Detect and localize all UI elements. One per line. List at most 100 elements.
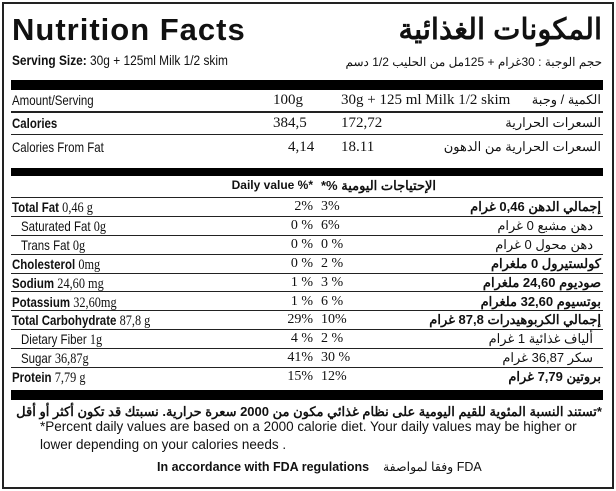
nutrient-arabic: سكر 36,87 غرام bbox=[502, 350, 593, 366]
nutrient-row: Saturated Fat 0g 0 % 6% دهن مشبع 0 غرام bbox=[11, 217, 603, 236]
nutrient-row: Sodium 24,60 mg 1 % 3 % صوديوم 24,60 ملغ… bbox=[11, 274, 603, 293]
nutrient-name: Trans Fat bbox=[21, 236, 70, 253]
nutrient-label: Saturated Fat 0g bbox=[21, 218, 106, 236]
nutrient-row: Cholesterol 0mg 0 % 2 % كولستيرول 0 ملغر… bbox=[11, 255, 603, 274]
nutrient-row: Sugar 36,87g 41% 30 % سكر 36,87 غرام bbox=[11, 349, 603, 369]
calories-fat-col1: 4,14 bbox=[288, 139, 315, 155]
daily-value-arabic: الإحتياجات اليومية %* bbox=[321, 178, 437, 193]
header-arabic: الكمية / وجبة bbox=[531, 92, 601, 107]
footnote: *Percent daily values are based on a 200… bbox=[40, 419, 577, 452]
nutrient-percent-100g: 1 % bbox=[290, 274, 313, 290]
nutrient-label: Protein 7,79 g bbox=[12, 369, 85, 387]
nutrient-value: 0g bbox=[93, 218, 107, 235]
nutrient-arabic: إجمالي الدهن 0,46 غرام bbox=[470, 199, 601, 214]
nutrient-arabic: صوديوم 24,60 ملغرام bbox=[482, 274, 601, 290]
nutrient-percent-serving: 6% bbox=[321, 217, 340, 233]
nutrient-percent-serving: 10% bbox=[321, 312, 347, 328]
header-col1: 100g bbox=[273, 92, 303, 108]
nutrient-row: Potassium 32,60mg 1 % 6 % بوتسيوم 32,60 … bbox=[11, 293, 603, 312]
nutrient-name: Saturated Fat bbox=[21, 217, 91, 234]
nutrient-percent-100g: 0 % bbox=[290, 236, 313, 252]
nutrient-arabic: إجمالي الكربوهيدرات 87,8 غرام bbox=[429, 312, 601, 328]
nutrient-row: Total Carbohydrate 87,8 g 29% 10% إجمالي… bbox=[11, 311, 603, 331]
nutrient-label: Trans Fat 0g bbox=[21, 237, 85, 255]
fda-note: In accordance with FDA regulations وفقا … bbox=[157, 459, 482, 474]
nutrient-label: Sugar 36,87g bbox=[21, 350, 89, 368]
nutrient-name: Protein bbox=[12, 369, 52, 386]
calories-row: Calories 384,5 172,72 السعرات الحرارية bbox=[11, 113, 603, 135]
nutrient-label: Potassium 32,60mg bbox=[12, 294, 117, 312]
calories-col1: 384,5 bbox=[273, 115, 307, 131]
serving-label: Serving Size: bbox=[12, 52, 87, 68]
nutrient-arabic: دهن مشبع 0 غرام bbox=[497, 217, 593, 233]
nutrient-percent-serving: 2 % bbox=[321, 331, 344, 347]
nutrient-percent-100g: 15% bbox=[287, 369, 313, 385]
fda-arabic: وفقا لمواصفة FDA bbox=[382, 460, 482, 474]
nutrient-arabic: ألياف غذائية 1 غرام bbox=[488, 331, 593, 347]
nutrient-value: 0mg bbox=[78, 256, 101, 273]
nutrient-row: Protein 7,79 g 15% 12% بروتين 7,79 غرام bbox=[11, 368, 603, 387]
nutrient-name: Total Fat bbox=[12, 199, 59, 215]
nutrient-percent-serving: 2 % bbox=[321, 255, 344, 271]
nutrient-label: Sodium 24,60 mg bbox=[12, 275, 104, 293]
header-label: Amount/Serving bbox=[12, 92, 94, 108]
nutrient-percent-serving: 6 % bbox=[321, 293, 344, 309]
nutrient-name: Sodium bbox=[12, 274, 55, 291]
daily-value-label: Daily value %* bbox=[231, 178, 313, 192]
nutrient-value: 36,87g bbox=[54, 351, 89, 368]
nutrient-name: Total Carbohydrate bbox=[12, 312, 117, 329]
nutrient-value: 1g bbox=[89, 332, 103, 349]
nutrient-percent-100g: 4 % bbox=[290, 331, 313, 347]
calories-fat-arabic: السعرات الحرارية من الدهون bbox=[443, 139, 601, 154]
serving-size: Serving Size: 30g + 125ml Milk 1/2 skim bbox=[12, 52, 228, 68]
nutrient-percent-100g: 29% bbox=[287, 312, 313, 328]
nutrient-value: 0,46 g bbox=[62, 200, 93, 216]
nutrient-percent-100g: 0 % bbox=[290, 217, 313, 233]
nutrient-percent-serving: 30 % bbox=[321, 350, 351, 366]
nutrient-label: Cholesterol 0mg bbox=[12, 256, 100, 274]
nutrient-name: Potassium bbox=[12, 293, 71, 310]
nutrient-label: Total Fat 0,46 g bbox=[12, 199, 93, 217]
nutrient-value: 24,60 mg bbox=[57, 275, 104, 292]
nutrient-percent-serving: 3 % bbox=[321, 274, 344, 290]
nutrient-percent-100g: 41% bbox=[287, 350, 313, 366]
serving-size-arabic: حجم الوجبة : 30غرام + 125مل من الحليب 1/… bbox=[345, 55, 603, 69]
title: Nutrition Facts bbox=[12, 12, 246, 47]
nutrient-name: Dietary Fiber bbox=[21, 331, 87, 348]
calories-fat-label: Calories From Fat bbox=[12, 139, 104, 155]
nutrient-percent-100g: 1 % bbox=[290, 293, 313, 309]
nutrient-arabic: بروتين 7,79 غرام bbox=[508, 369, 601, 385]
daily-value-row: Daily value %* الإحتياجات اليومية %* bbox=[11, 176, 603, 198]
nutrient-row: Trans Fat 0g 0 % 0 % دهن محول 0 غرام bbox=[11, 236, 603, 255]
calories-fat-col2: 18.11 bbox=[341, 139, 375, 155]
nutrient-row: Dietary Fiber 1g 4 % 2 % ألياف غذائية 1 … bbox=[11, 330, 603, 350]
nutrient-name: Sugar bbox=[21, 350, 52, 367]
calories-arabic: السعرات الحرارية bbox=[505, 115, 601, 130]
nutrient-percent-serving: 0 % bbox=[321, 236, 344, 252]
divider-bar bbox=[11, 168, 603, 176]
header-col2: 30g + 125 ml Milk 1/2 skim bbox=[341, 92, 511, 108]
nutrient-arabic: دهن محول 0 غرام bbox=[495, 236, 593, 252]
nutrient-value: 32,60mg bbox=[73, 294, 117, 311]
serving-value: 30g + 125ml Milk 1/2 skim bbox=[90, 52, 228, 68]
nutrient-percent-100g: 2% bbox=[294, 199, 313, 214]
nutrient-percent-100g: 0 % bbox=[290, 255, 313, 271]
nutrient-percent-serving: 3% bbox=[321, 199, 340, 214]
nutrient-name: Cholesterol bbox=[12, 255, 76, 272]
divider-bar bbox=[11, 390, 603, 400]
nutrient-value: 7,79 g bbox=[54, 370, 86, 387]
nutrient-value: 0g bbox=[72, 237, 86, 254]
nutrient-label: Total Carbohydrate 87,8 g bbox=[12, 312, 150, 330]
nutrient-arabic: كولستيرول 0 ملغرام bbox=[490, 255, 601, 271]
nutrient-value: 87,8 g bbox=[119, 313, 151, 330]
nutrient-percent-serving: 12% bbox=[321, 369, 347, 385]
divider-bar bbox=[11, 80, 603, 90]
nutrient-arabic: بوتسيوم 32,60 ملغرام bbox=[480, 293, 601, 309]
nutrient-row: Total Fat 0,46 g 2% 3% إجمالي الدهن 0,46… bbox=[11, 198, 603, 217]
header-row: Amount/Serving 100g 30g + 125 ml Milk 1/… bbox=[11, 90, 603, 113]
fda-english: In accordance with FDA regulations bbox=[157, 460, 370, 474]
nutrient-label: Dietary Fiber 1g bbox=[21, 331, 102, 349]
calories-col2: 172,72 bbox=[341, 115, 383, 131]
calories-label: Calories bbox=[12, 115, 58, 131]
